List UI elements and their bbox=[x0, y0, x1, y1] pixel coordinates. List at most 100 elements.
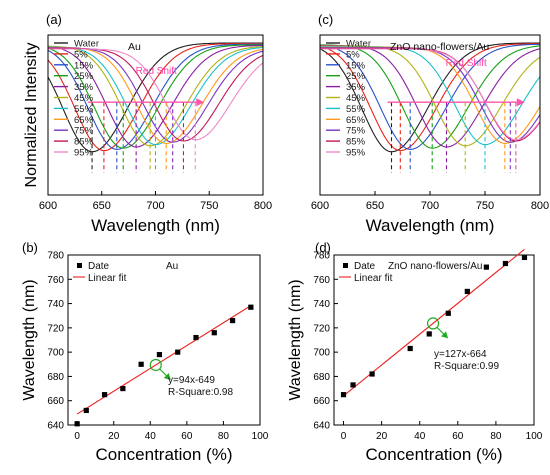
red-shift-arrowhead bbox=[196, 98, 205, 107]
spectrum-line-2 bbox=[48, 43, 263, 150]
y-tick-label-6: 760 bbox=[47, 275, 64, 286]
legend-label-1: 5% bbox=[74, 49, 88, 60]
data-point-7 bbox=[193, 334, 199, 341]
y-tick-label-7: 780 bbox=[313, 251, 330, 262]
legend-label-6: 55% bbox=[346, 104, 366, 115]
legend-label-9: 85% bbox=[74, 137, 94, 148]
legend-label-1: Linear fit bbox=[354, 273, 393, 284]
x-tick-label-3: 750 bbox=[476, 200, 494, 212]
x-tick-label-4: 800 bbox=[531, 200, 549, 212]
red-shift-label: Red Shift bbox=[446, 58, 487, 69]
spectra-curves bbox=[320, 42, 540, 173]
x-tick-label-0: 0 bbox=[74, 431, 80, 442]
x-tick-label-1: 20 bbox=[376, 431, 388, 442]
legend-label-1: Linear fit bbox=[88, 273, 127, 284]
panel-c: Red Shift Water5%15%25%35%45%55%65%75%85%… bbox=[311, 12, 549, 235]
fit-marker-circle bbox=[426, 317, 440, 330]
y-axis-label: Normalized Intensity bbox=[23, 43, 40, 188]
x-tick-label-2: 700 bbox=[421, 200, 439, 212]
panel-annotation: Au bbox=[128, 41, 141, 53]
legend-label-2: 15% bbox=[346, 60, 366, 71]
panel-label: (d) bbox=[315, 240, 331, 255]
x-tick-label-5: 100 bbox=[252, 431, 269, 442]
legend-label-1: 5% bbox=[346, 49, 360, 60]
y-tick-label-2: 680 bbox=[313, 372, 330, 383]
spectrum-line-5 bbox=[320, 45, 540, 147]
fit-equation: y=127x-664 bbox=[434, 349, 487, 360]
legend-label-0: Water bbox=[74, 39, 99, 50]
plot-frame bbox=[67, 254, 261, 426]
panel-annotation: ZnO nano-flowers/Au bbox=[388, 261, 483, 272]
x-tick-label-0: 600 bbox=[39, 200, 57, 212]
data-point-5 bbox=[156, 351, 163, 358]
y-axis-label: Wavelength (nm) bbox=[287, 279, 304, 400]
legend-label-8: 75% bbox=[74, 126, 94, 137]
legend-label-3: 25% bbox=[74, 71, 94, 82]
data-point-2 bbox=[369, 371, 375, 377]
x-axis-label: Concentration (%) bbox=[365, 445, 502, 464]
spectrum-line-6 bbox=[320, 46, 540, 146]
fit-marker-arrowhead bbox=[163, 372, 171, 380]
x-tick-label-2: 700 bbox=[146, 200, 164, 212]
x-tick-label-3: 750 bbox=[200, 200, 218, 212]
legend-label-2: 15% bbox=[74, 60, 94, 71]
data-point-9 bbox=[229, 317, 236, 324]
panel-label: (b) bbox=[22, 240, 38, 255]
panel-annotation: ZnO nano-flowers/Au bbox=[390, 41, 489, 53]
x-tick-label-1: 650 bbox=[93, 200, 111, 212]
legend-label-5: 45% bbox=[346, 93, 366, 104]
y-tick-label-3: 700 bbox=[313, 348, 330, 359]
y-tick-label-2: 680 bbox=[47, 372, 64, 383]
y-tick-label-3: 700 bbox=[47, 348, 64, 359]
legend-label-0: Water bbox=[346, 39, 371, 50]
x-tick-label-5: 100 bbox=[526, 431, 543, 442]
y-tick-label-7: 780 bbox=[47, 251, 64, 262]
spectrum-line-2 bbox=[320, 43, 540, 150]
x-tick-label-3: 60 bbox=[452, 431, 464, 442]
legend-label-0: Date bbox=[88, 261, 110, 272]
spectrum-line-0 bbox=[320, 42, 540, 153]
data-point-2 bbox=[101, 392, 108, 398]
y-tick-label-6: 760 bbox=[313, 275, 330, 286]
y-tick-label-5: 740 bbox=[47, 299, 64, 310]
data-point-10 bbox=[248, 304, 254, 310]
y-tick-label-1: 660 bbox=[47, 396, 64, 407]
fit-marker-arrowhead bbox=[441, 331, 449, 339]
y-tick-label-4: 720 bbox=[313, 323, 330, 334]
data-point-0 bbox=[340, 392, 347, 398]
x-axis-label: Wavelength (nm) bbox=[366, 216, 495, 235]
x-axis-label: Wavelength (nm) bbox=[91, 216, 220, 235]
legend-label-8: 75% bbox=[346, 126, 366, 137]
legend-label-9: 85% bbox=[346, 137, 366, 148]
legend-label-7: 65% bbox=[346, 115, 366, 126]
panel-a: Red Shift Water5%15%25%35%45%55%65%75%85%… bbox=[23, 12, 272, 235]
spectra-curves bbox=[48, 42, 263, 173]
fit-r-square: R-Square:0.98 bbox=[168, 387, 233, 398]
legend-label-7: 65% bbox=[74, 115, 94, 126]
data-point-7 bbox=[483, 264, 489, 270]
plot-frame bbox=[333, 254, 535, 426]
data-point-5 bbox=[445, 310, 451, 316]
x-tick-label-3: 60 bbox=[181, 431, 193, 442]
data-point-1 bbox=[350, 382, 356, 388]
data-point-9 bbox=[521, 254, 528, 261]
red-shift-label: Red Shift bbox=[136, 66, 177, 77]
x-tick-label-4: 80 bbox=[490, 431, 502, 442]
fit-marker-circle bbox=[149, 358, 162, 372]
legend-label-10: 95% bbox=[346, 148, 366, 159]
y-tick-label-1: 660 bbox=[313, 396, 330, 407]
data-point-4 bbox=[138, 361, 144, 367]
panel-label: (a) bbox=[46, 12, 62, 27]
y-tick-label-4: 720 bbox=[47, 323, 64, 334]
data-point-6 bbox=[464, 288, 470, 295]
legend-label-5: 45% bbox=[74, 93, 94, 104]
legend-label-6: 55% bbox=[74, 104, 94, 115]
x-tick-label-4: 80 bbox=[218, 431, 230, 442]
data-point-6 bbox=[175, 349, 181, 355]
spectrum-line-1 bbox=[320, 43, 540, 152]
red-shift-arrowhead bbox=[516, 98, 525, 107]
legend-swatch-0 bbox=[77, 263, 82, 268]
x-tick-label-1: 650 bbox=[366, 200, 384, 212]
